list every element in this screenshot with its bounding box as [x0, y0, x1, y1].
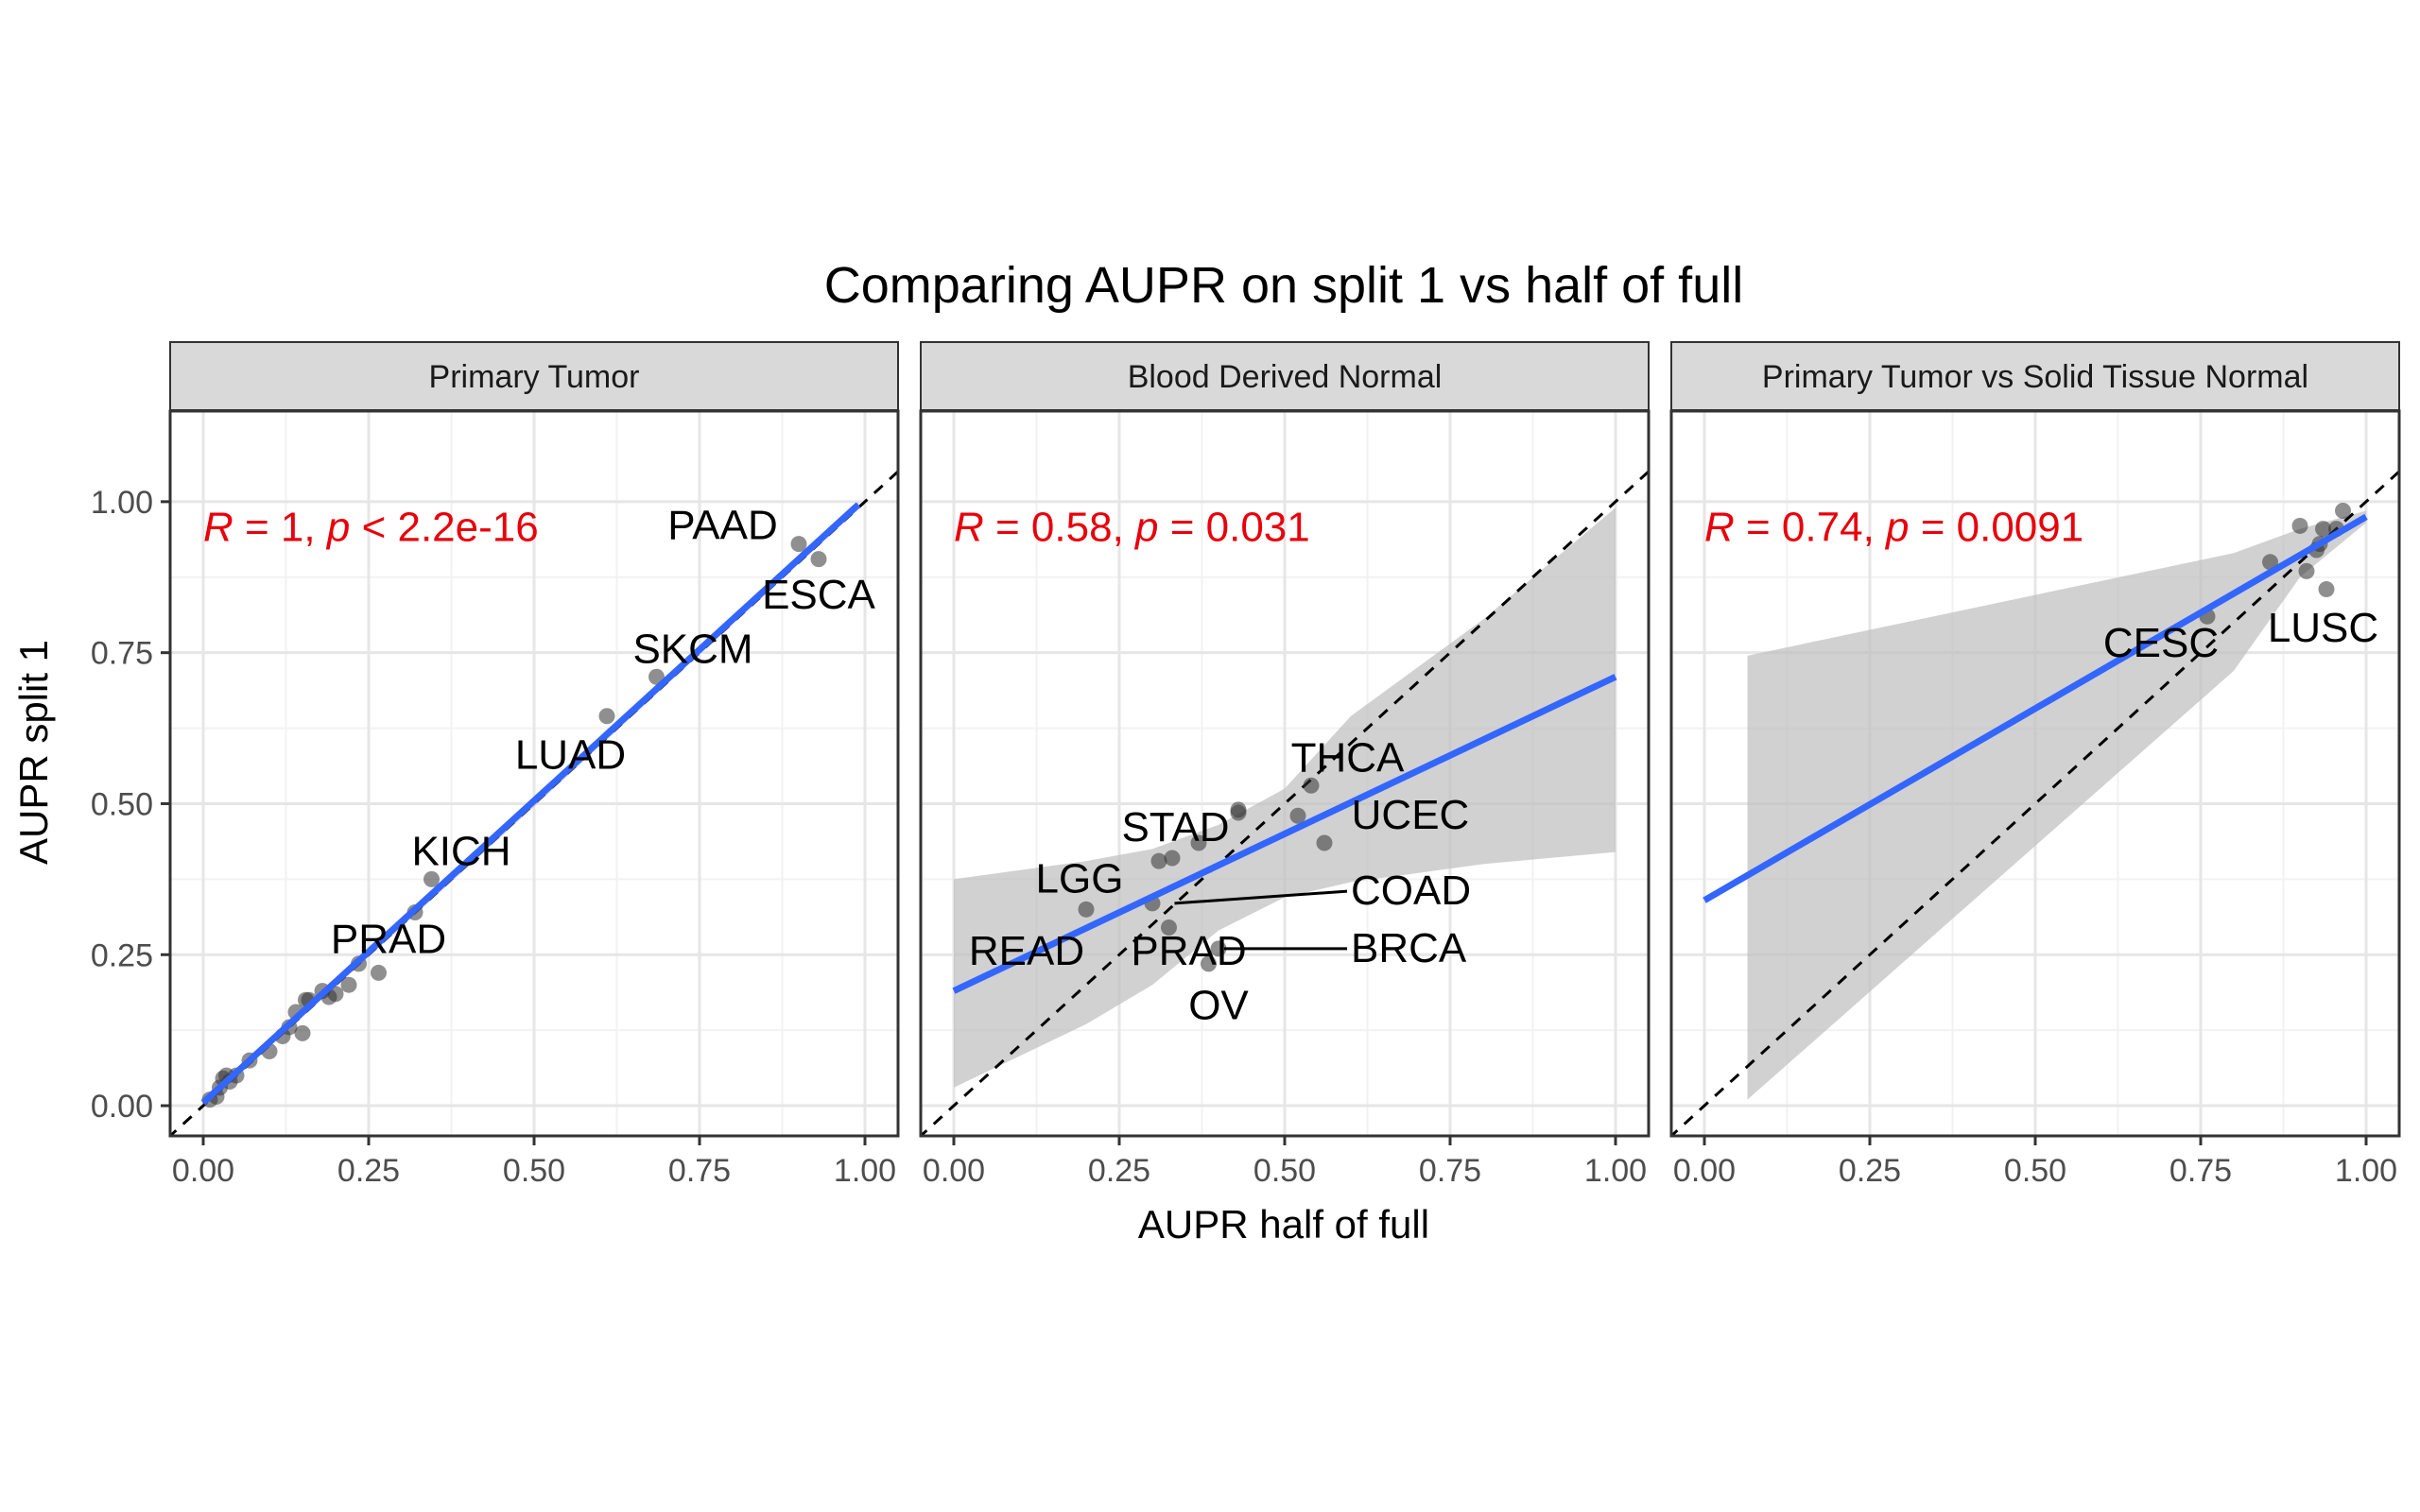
correlation-annotation: R = 1, p < 2.2e-16: [203, 504, 539, 550]
point-label: PRAD: [1131, 928, 1246, 974]
x-tick-label: 1.00: [2335, 1153, 2397, 1189]
point-label: LGG: [1036, 855, 1124, 902]
data-point: [1150, 852, 1167, 869]
plot-layers: [1671, 469, 2399, 1136]
regression-line: [952, 674, 1617, 994]
data-point: [2318, 581, 2335, 598]
data-point: [1201, 955, 1217, 972]
data-point: [1230, 804, 1247, 821]
confidence-ribbon: [954, 507, 1616, 1088]
point-label: STAD: [1121, 804, 1229, 850]
x-tick-label: 0.00: [923, 1153, 985, 1189]
data-point: [1210, 940, 1227, 957]
data-point: [424, 870, 440, 887]
data-point: [1078, 901, 1095, 918]
y-axis-title-group: AUPR split 1: [11, 640, 56, 865]
y-tick-label: 0.50: [91, 786, 153, 822]
data-point: [2335, 502, 2351, 519]
data-point: [340, 976, 357, 993]
data-point: [2291, 517, 2308, 534]
x-tick-label: 0.50: [2004, 1153, 2066, 1189]
x-tick-label: 0.75: [668, 1153, 731, 1189]
data-point: [790, 536, 807, 553]
data-point: [294, 1024, 311, 1041]
x-tick-label: 0.00: [1673, 1153, 1736, 1189]
y-tick-label: 0.75: [91, 636, 153, 672]
data-point: [1289, 807, 1306, 824]
data-point: [1190, 834, 1207, 851]
facet-panel-2: Blood Derived Normal THCA UCEC STAD LGG COAD R…: [919, 341, 1651, 1189]
data-point: [371, 964, 387, 981]
identity-line: [921, 469, 1649, 1136]
point-label: LUAD: [515, 731, 626, 778]
point-label: PRAD: [331, 916, 446, 962]
point-label: PAAD: [667, 502, 778, 548]
point-label: OV: [1188, 983, 1249, 1029]
y-tick-label: 0.00: [91, 1089, 153, 1125]
plot-layers: [170, 469, 898, 1136]
facet-strip-label: Primary Tumor vs Solid Tissue Normal: [1762, 359, 2308, 395]
regression-line: [200, 502, 861, 1106]
point-label: UCEC: [1352, 792, 1470, 838]
x-tick-label: 0.75: [1419, 1153, 1481, 1189]
x-tick-label: 0.25: [1839, 1153, 1901, 1189]
data-point: [598, 708, 615, 725]
data-point: [810, 551, 827, 568]
x-tick-label: 1.00: [834, 1153, 896, 1189]
point-label: CESC: [2103, 620, 2219, 666]
facet-strip: [920, 341, 1650, 411]
point-label: BRCA: [1351, 925, 1467, 971]
facet-panel-3: Primary Tumor vs Solid Tissue Normal CESC…: [1669, 341, 2401, 1189]
grid-lines: [170, 411, 898, 1136]
x-axis-title: AUPR half of full: [1138, 1202, 1429, 1246]
point-label: KICH: [411, 829, 510, 875]
point-label: THCA: [1291, 735, 1405, 782]
correlation-annotation: R = 0.58, p = 0.031: [954, 504, 1310, 550]
point-label: LUSC: [2268, 605, 2378, 651]
point-label: READ: [969, 928, 1084, 974]
data-point: [2262, 554, 2278, 571]
data-point: [1316, 834, 1333, 851]
x-axis-title-group: AUPR half of full: [1138, 1202, 1429, 1246]
x-tick-label: 1.00: [1584, 1153, 1647, 1189]
data-point: [1164, 850, 1181, 867]
x-tick-label: 0.25: [337, 1153, 400, 1189]
identity-line: [1671, 469, 2399, 1136]
facet-strip-label: Blood Derived Normal: [1128, 359, 1443, 395]
point-label: ESCA: [762, 572, 875, 618]
facet-strip-label: Primary Tumor: [429, 359, 640, 395]
data-point: [2315, 521, 2331, 538]
data-point: [2298, 562, 2315, 579]
facet-strip: [169, 341, 899, 411]
data-point: [1161, 919, 1177, 936]
label-leader-line: [1174, 889, 1348, 905]
data-point: [1303, 777, 1320, 794]
point-label: SKCM: [632, 626, 752, 672]
x-tick-label: 0.50: [503, 1153, 565, 1189]
x-tick-label: 0.75: [2169, 1153, 2232, 1189]
confidence-ribbon: [1747, 510, 2366, 1100]
point-label: COAD: [1351, 868, 1471, 914]
x-tick-label: 0.25: [1088, 1153, 1150, 1189]
correlation-annotation: R = 0.74, p = 0.0091: [1704, 504, 2083, 550]
x-tick-label: 0.00: [172, 1153, 234, 1189]
x-tick-label: 0.50: [1253, 1153, 1316, 1189]
y-tick-label: 1.00: [91, 485, 153, 521]
chart-title: Comparing AUPR on split 1 vs half of ful…: [824, 257, 1743, 314]
facet-strip: [1670, 341, 2400, 411]
y-tick-label: 0.25: [91, 937, 153, 973]
regression-line: [1703, 513, 2368, 903]
y-axis-title: AUPR split 1: [11, 640, 56, 865]
plot-layers: [921, 469, 1649, 1136]
